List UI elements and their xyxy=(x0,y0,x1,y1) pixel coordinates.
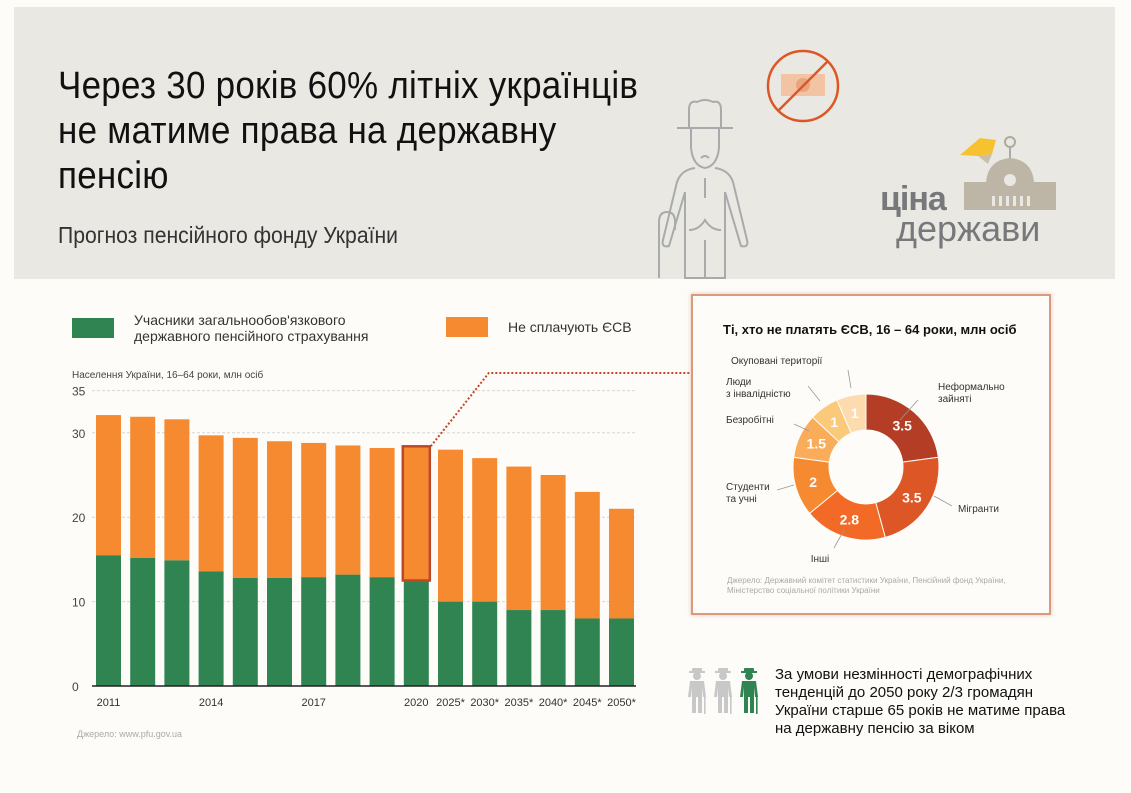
x-tick-label: 2045* xyxy=(573,697,602,709)
no-money-icon xyxy=(766,49,840,123)
x-tick-label: 2035* xyxy=(505,697,534,709)
page-subtitle: Прогноз пенсійного фонду України xyxy=(58,222,398,248)
y-tick-label: 0 xyxy=(72,680,79,694)
bar-chart-source: Джерело: www.pfu.gov.ua xyxy=(77,729,183,739)
bar-green-2014 xyxy=(198,571,224,686)
x-tick-label: 2050* xyxy=(607,697,636,709)
legend-item-green: Учасники загальнообов'язкового державног… xyxy=(72,312,394,344)
bar-orange-2014 xyxy=(198,435,224,572)
header-banner xyxy=(14,7,1115,279)
bar-orange-2020 xyxy=(403,446,429,581)
elderly-man-icon xyxy=(658,99,749,279)
logo-text-line2: держави xyxy=(896,208,1041,249)
x-tick-label: 2030* xyxy=(470,697,499,709)
highlight-box xyxy=(401,445,432,582)
x-tick-label: 2040* xyxy=(539,697,568,709)
bar-orange-2040* xyxy=(540,475,566,611)
people-icons xyxy=(686,666,760,716)
bar-green-2019 xyxy=(369,577,395,686)
y-tick-label: 30 xyxy=(72,427,86,441)
bar-orange-2030* xyxy=(472,458,498,602)
bar-orange-2025* xyxy=(438,449,463,602)
bar-green-2015 xyxy=(232,577,258,686)
note-text: За умови незмінності демографічних тенде… xyxy=(775,666,1066,737)
bar-orange-2011 xyxy=(96,415,121,556)
logo-text-line1: ціна xyxy=(880,180,947,218)
bar-green-2025* xyxy=(438,601,463,686)
y-tick-label: 35 xyxy=(72,385,86,399)
bar-orange-2019 xyxy=(369,447,395,578)
donut-title: Ті, хто не платять ЄСВ, 16 – 64 роки, мл… xyxy=(723,322,1017,337)
page-title: Через 30 років 60% літніх українців не м… xyxy=(58,65,639,197)
bar-green-2013 xyxy=(164,560,190,686)
elderly-person-icon xyxy=(688,668,706,714)
bar-green-2030* xyxy=(472,601,498,686)
bar-green-2040* xyxy=(540,610,566,686)
x-tick-label: 2014 xyxy=(199,697,223,709)
bar-green-2011 xyxy=(96,555,121,686)
y-tick-label: 20 xyxy=(72,511,86,525)
legend-label-green: Учасники загальнообов'язкового державног… xyxy=(134,312,369,344)
bar-green-2018 xyxy=(335,574,361,686)
bar-orange-2015 xyxy=(232,437,258,578)
bar-orange-2018 xyxy=(335,445,361,575)
x-tick-label: 2017 xyxy=(301,697,325,709)
bar-orange-2013 xyxy=(164,419,190,561)
donut-source: Джерело: Державний комітет статистики Ук… xyxy=(727,576,1006,595)
y-tick-label: 10 xyxy=(72,596,86,610)
bar-green-2012 xyxy=(130,557,156,686)
donut-panel: Ті, хто не платять ЄСВ, 16 – 64 роки, мл… xyxy=(691,294,1051,615)
bar-orange-2016 xyxy=(267,441,292,578)
legend-item-orange: Не сплачують ЄСВ xyxy=(446,317,632,337)
bar-orange-2050* xyxy=(609,508,634,619)
legend-swatch-green xyxy=(72,318,114,338)
elderly-person-icon xyxy=(740,668,758,714)
legend-label-orange: Не сплачують ЄСВ xyxy=(508,319,632,335)
legend-swatch-orange xyxy=(446,317,488,337)
bar-orange-2012 xyxy=(130,416,156,558)
bar-green-2020 xyxy=(403,580,429,686)
bar-orange-2035* xyxy=(506,466,532,611)
bar-green-2017 xyxy=(301,577,327,686)
x-tick-label: 2011 xyxy=(97,697,121,709)
bar-green-2045* xyxy=(574,618,600,686)
bar-green-2050* xyxy=(609,618,634,686)
bar-green-2035* xyxy=(506,610,532,686)
x-tick-label: 2020 xyxy=(404,697,428,709)
bar-orange-2045* xyxy=(574,491,600,619)
x-tick-label: 2025* xyxy=(436,697,465,709)
elderly-person-icon xyxy=(714,668,732,714)
parliament-price-tag-logo xyxy=(960,136,1056,210)
connector-line xyxy=(430,372,690,447)
y-axis-label: Населення України, 16–64 роки, млн осіб xyxy=(72,369,264,381)
bar-green-2016 xyxy=(267,577,292,686)
bar-orange-2017 xyxy=(301,442,327,578)
